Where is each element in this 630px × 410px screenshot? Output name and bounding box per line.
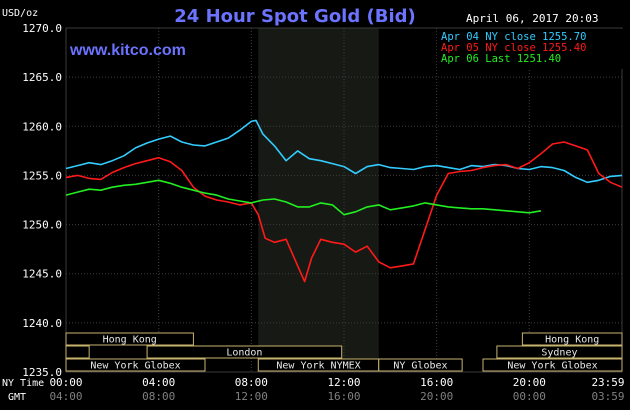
session-label: New York Globex: [90, 361, 180, 372]
session-box: New York NYMEX: [257, 358, 380, 372]
date-label: April 06, 2017 20:03: [466, 12, 598, 25]
legend-label-apr04: Apr 04 NY close 1255.70: [441, 31, 586, 43]
session-box-outline: [65, 332, 194, 346]
session-label: NY Globex: [393, 361, 447, 372]
x-tick-gmt-label: 16:00: [327, 390, 360, 403]
legend-item-apr06: Apr 06 Last 1251.40: [441, 53, 561, 65]
session-box: New York Globex: [65, 358, 206, 372]
x-tick-gmt-label: 00:00: [513, 390, 546, 403]
session-label: Hong Kong: [545, 335, 599, 346]
x-tick-gmt-label: 20:00: [420, 390, 453, 403]
session-box-outline: [65, 358, 206, 372]
session-box: Hong Kong: [65, 332, 194, 346]
session-box: New York Globex: [482, 358, 623, 372]
y-tick-label: 1255.0: [22, 169, 62, 182]
y-tick-label: 1250.0: [22, 219, 62, 232]
session-label: Hong Kong: [103, 335, 157, 346]
y-tick-label: 1240.0: [22, 317, 62, 330]
x-tick-ny-label: 12:00: [327, 376, 360, 389]
x-tick-gmt-label: 03:59: [591, 390, 624, 403]
x-axis-gmt-ticks: 04:00 08:00 12:00 16:00 20:00 00:00 03:5…: [49, 390, 624, 403]
session-label: New York Globex: [507, 361, 597, 372]
session-label: Sydney: [541, 348, 577, 359]
x-tick-gmt-label: 12:00: [235, 390, 268, 403]
session-box: London: [146, 345, 343, 359]
series-line-apr-04: [65, 119, 623, 184]
session-box: Sydney: [496, 345, 623, 359]
y-tick-label: 1245.0: [22, 268, 62, 281]
x-tick-ny-label: 16:00: [420, 376, 453, 389]
y-tick-label: 1265.0: [22, 71, 62, 84]
legend-background: [437, 29, 627, 69]
x-tick-gmt-label: 04:00: [49, 390, 82, 403]
y-tick-label: 1260.0: [22, 120, 62, 133]
session-label: New York NYMEX: [276, 361, 360, 372]
y-tick-label: 1235.0: [22, 366, 62, 379]
y-axis-ticks: 1270.0 1265.0 1260.0 1255.0 1250.0 1245.…: [22, 22, 62, 379]
x-tick-ny-label: 04:00: [142, 376, 175, 389]
ny-time-row-label: NY Time: [2, 378, 44, 389]
chart-title: 24 Hour Spot Gold (Bid): [174, 6, 415, 27]
session-box-outline: [65, 345, 90, 359]
legend-label-apr05: Apr 05 NY close 1255.40: [441, 42, 586, 54]
session-box-outline: [378, 358, 463, 372]
legend-label-apr06: Apr 06 Last 1251.40: [441, 53, 561, 65]
session-box-outline: [521, 332, 623, 346]
gmt-row-label: GMT: [8, 392, 26, 403]
session-box-outline: [146, 345, 343, 359]
x-tick-ny-label: 00:00: [49, 376, 82, 389]
series-line-apr-06: [65, 179, 542, 216]
x-tick-ny-label: 23:59: [591, 376, 624, 389]
session-box: [65, 345, 90, 359]
website-label: www.kitco.com: [69, 42, 186, 59]
y-axis-unit-label: USD/oz: [2, 8, 38, 19]
legend-item-apr05: Apr 05 NY close 1255.40: [441, 42, 586, 54]
series-line-apr-05: [65, 141, 623, 283]
legend-item-apr04: Apr 04 NY close 1255.70: [441, 31, 586, 43]
x-tick-gmt-label: 08:00: [142, 390, 175, 403]
session-box-outline: [496, 345, 623, 359]
x-tick-ny-label: 20:00: [513, 376, 546, 389]
y-tick-label: 1270.0: [22, 22, 62, 35]
legend: Apr 04 NY close 1255.70 Apr 05 NY close …: [437, 29, 627, 69]
session-box: Hong Kong: [521, 332, 623, 346]
session-label: London: [226, 348, 262, 359]
x-tick-ny-label: 08:00: [235, 376, 268, 389]
session-box: NY Globex: [378, 358, 463, 372]
session-box-outline: [482, 358, 623, 372]
x-axis-ny-ticks: 00:00 04:00 08:00 12:00 16:00 20:00 23:5…: [49, 376, 624, 389]
